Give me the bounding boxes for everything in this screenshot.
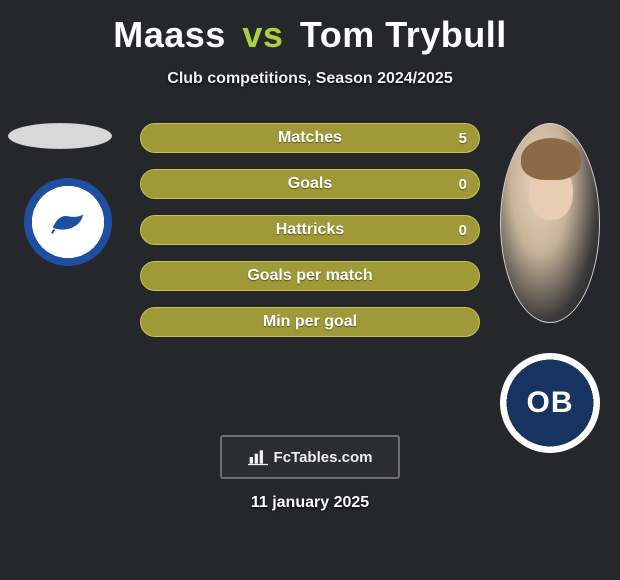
competition-subtitle: Club competitions, Season 2024/2025 (0, 70, 620, 88)
stat-label: Min per goal (263, 313, 357, 331)
comparison-stage: Matches 5 Goals 0 Hattricks 0 Goals per … (0, 118, 620, 478)
bar-chart-icon (248, 448, 268, 466)
stat-bar-hattricks: Hattricks 0 (140, 215, 480, 245)
player2-club-badge: OB (500, 353, 600, 453)
stat-right-value: 5 (459, 130, 467, 147)
club-badge-inner (41, 195, 95, 249)
vs-separator: vs (242, 14, 283, 55)
brand-text: FcTables.com (274, 449, 373, 466)
stat-bar-min-per-goal: Min per goal (140, 307, 480, 337)
player1-photo (8, 123, 112, 149)
stat-right-value: 0 (459, 222, 467, 239)
stat-right-value: 0 (459, 176, 467, 193)
brand-box: FcTables.com (220, 435, 400, 479)
badge-stripes (502, 355, 598, 451)
player1-name: Maass (113, 14, 226, 55)
lion-icon (49, 208, 87, 236)
stat-label: Hattricks (276, 221, 344, 239)
player1-club-badge (24, 178, 112, 266)
snapshot-date: 11 january 2025 (0, 494, 620, 512)
stat-label: Goals (288, 175, 332, 193)
player2-name: Tom Trybull (300, 14, 507, 55)
stat-bar-goals-per-match: Goals per match (140, 261, 480, 291)
stats-bars: Matches 5 Goals 0 Hattricks 0 Goals per … (140, 123, 480, 353)
stat-bar-matches: Matches 5 (140, 123, 480, 153)
stat-bar-goals: Goals 0 (140, 169, 480, 199)
stat-label: Matches (278, 129, 342, 147)
player2-photo (500, 123, 600, 323)
comparison-title: Maass vs Tom Trybull (0, 0, 620, 56)
stat-label: Goals per match (247, 267, 372, 285)
